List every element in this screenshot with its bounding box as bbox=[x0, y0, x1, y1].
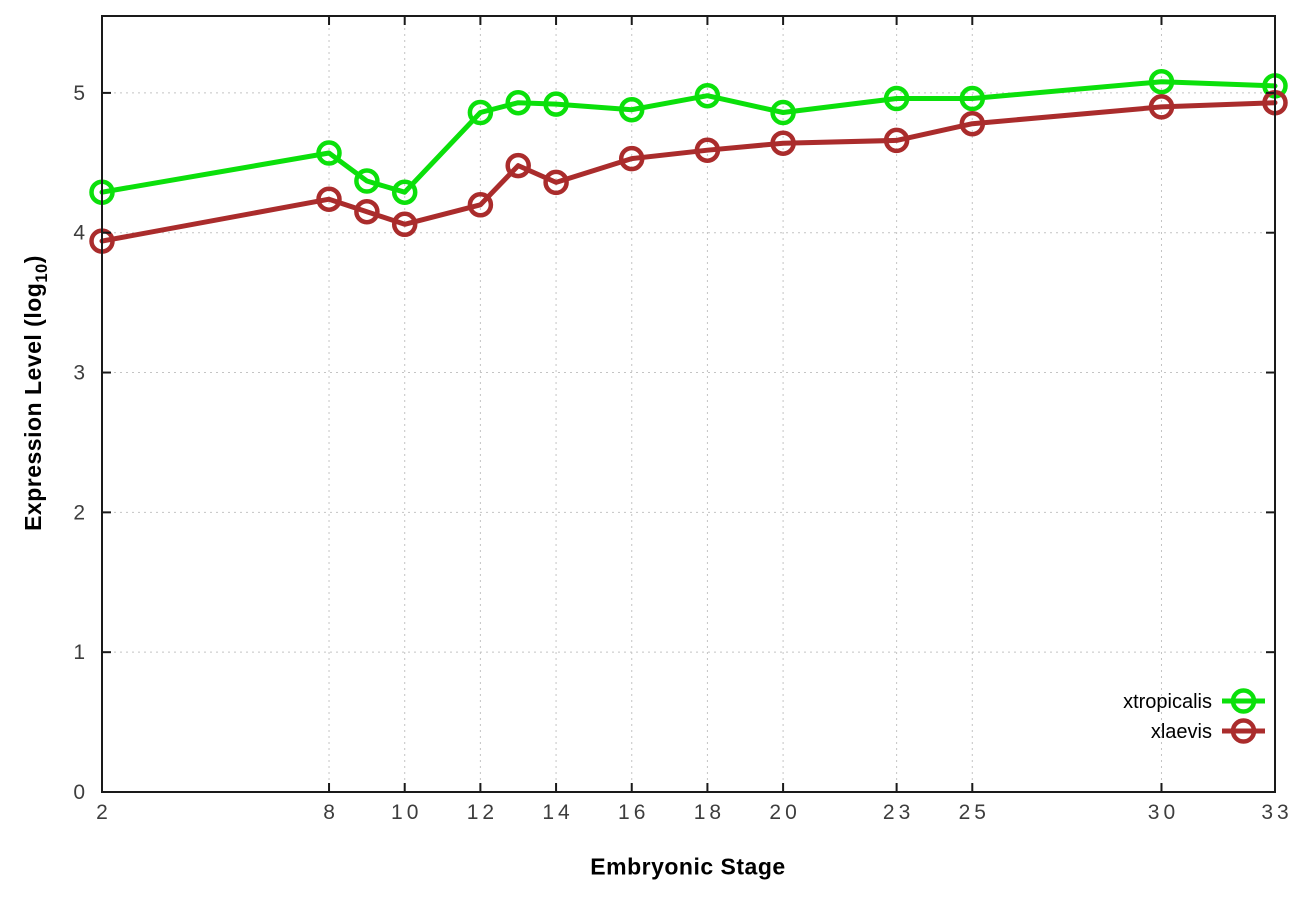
legend-entry-xlaevis: xlaevis bbox=[1151, 718, 1265, 744]
data-point-marker bbox=[505, 89, 531, 116]
data-point-marker bbox=[770, 99, 796, 126]
data-point-marker bbox=[316, 140, 342, 166]
x-tick-label: 33 bbox=[1261, 801, 1292, 824]
y-tick-label: 2 bbox=[73, 501, 89, 524]
series-xlaevis bbox=[89, 89, 1288, 254]
x-tick-label: 2 bbox=[96, 801, 112, 824]
data-point-marker bbox=[543, 169, 569, 196]
legend-entry-xtropicalis: xtropicalis bbox=[1123, 688, 1265, 714]
data-point-marker bbox=[618, 145, 645, 172]
x-tick-label: 16 bbox=[618, 801, 649, 824]
y-tick-label: 4 bbox=[73, 222, 89, 245]
series-line-xlaevis bbox=[99, 100, 1278, 244]
x-tick-label: 14 bbox=[542, 801, 573, 824]
data-point-marker bbox=[618, 96, 645, 123]
data-point-marker bbox=[1148, 68, 1175, 95]
legend-marker-sample bbox=[1230, 688, 1257, 714]
data-point-marker bbox=[1148, 94, 1175, 120]
data-point-marker bbox=[467, 99, 494, 126]
y-axis-title: Expression Level (log10) bbox=[20, 255, 52, 531]
x-tick-label: 20 bbox=[769, 801, 800, 824]
data-point-marker bbox=[883, 85, 910, 112]
data-point-marker bbox=[770, 130, 796, 156]
y-axis-title-text: Expression Level (log bbox=[20, 282, 47, 531]
series-line-xtropicalis bbox=[99, 79, 1278, 195]
data-point-marker bbox=[959, 110, 986, 137]
legend-label: xtropicalis bbox=[1123, 691, 1212, 713]
y-tick-label: 1 bbox=[73, 641, 89, 664]
x-axis-title: Embryonic Stage bbox=[590, 853, 786, 880]
data-point-marker bbox=[694, 137, 721, 163]
legend-marker-sample bbox=[1230, 718, 1257, 744]
data-point-marker bbox=[391, 179, 418, 205]
x-tick-label: 18 bbox=[694, 801, 725, 824]
data-point-marker bbox=[391, 211, 418, 238]
data-point-marker bbox=[354, 198, 380, 225]
plot-border bbox=[101, 15, 1276, 793]
data-point-marker bbox=[467, 192, 494, 218]
y-axis-title-subscript: 10 bbox=[31, 263, 51, 283]
y-tick-label: 3 bbox=[73, 362, 89, 385]
x-tick-label: 25 bbox=[959, 801, 990, 824]
x-tick-label: 12 bbox=[467, 801, 498, 824]
y-axis-title-close: ) bbox=[20, 255, 47, 264]
data-point-marker bbox=[959, 85, 986, 112]
data-point-marker bbox=[883, 127, 910, 154]
x-tick-label: 10 bbox=[391, 801, 422, 824]
y-tick-label: 5 bbox=[73, 82, 89, 105]
legend-label: xlaevis bbox=[1151, 721, 1212, 743]
x-tick-label: 23 bbox=[883, 801, 914, 824]
data-point-marker bbox=[316, 186, 342, 212]
data-point-marker bbox=[505, 152, 531, 179]
x-tick-label: 30 bbox=[1148, 801, 1179, 824]
y-tick-label: 0 bbox=[73, 781, 89, 804]
data-point-marker bbox=[354, 168, 380, 194]
legend: xtropicalis xlaevis bbox=[1123, 688, 1265, 744]
data-point-marker bbox=[543, 91, 569, 117]
series-xtropicalis bbox=[89, 68, 1288, 205]
data-point-marker bbox=[694, 82, 721, 109]
gridlines bbox=[102, 16, 1276, 792]
axes bbox=[101, 15, 1276, 793]
x-tick-label: 8 bbox=[323, 801, 339, 824]
